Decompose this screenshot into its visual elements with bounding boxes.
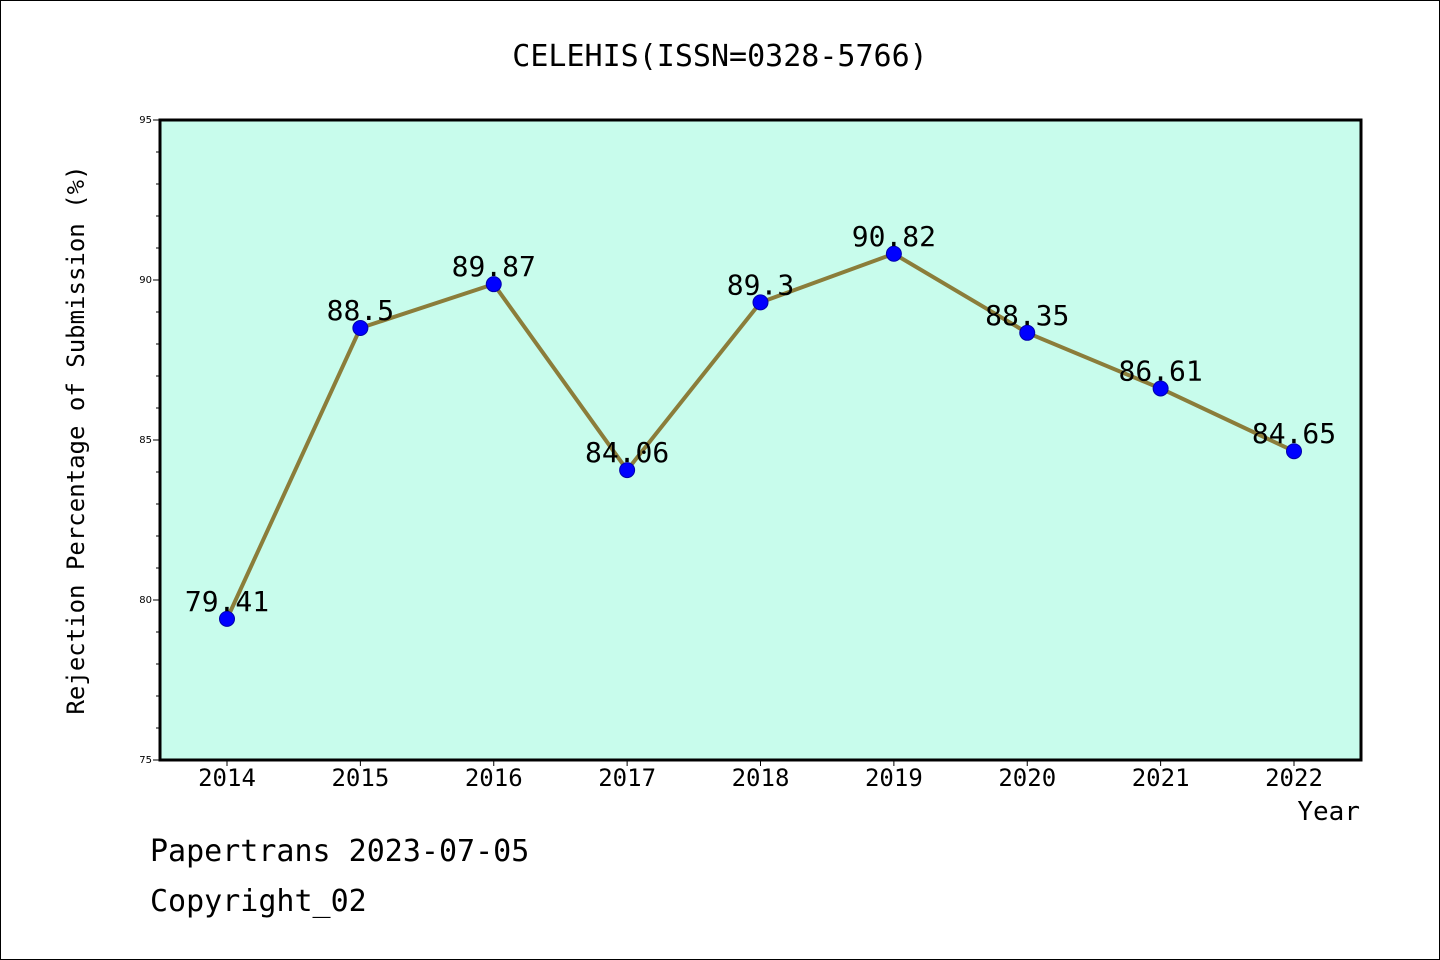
data-label: 84.65 [1252, 417, 1336, 450]
x-tick-label: 2014 [198, 764, 256, 792]
y-tick-label: 80 [139, 595, 152, 606]
y-axis-label: Rejection Percentage of Submission (%) [62, 165, 90, 714]
x-tick-label: 2021 [1132, 764, 1190, 792]
x-tick-label: 2018 [732, 764, 790, 792]
data-label: 79.41 [185, 585, 269, 618]
data-label: 90.82 [852, 220, 936, 253]
x-axis-ticks: 2014 2015 2016 2017 2018 2019 2020 2021 2022 [198, 760, 1323, 792]
x-tick-label: 2015 [331, 764, 389, 792]
x-tick-label: 2020 [998, 764, 1056, 792]
y-tick-label: 75 [139, 755, 152, 766]
data-label: 86.61 [1118, 354, 1202, 387]
data-point [1286, 443, 1302, 460]
data-label: 84.06 [585, 436, 669, 469]
x-axis-label: Year [1297, 797, 1360, 827]
data-labels: 79.41 88.5 89.87 84.06 89.3 90.82 88.35 86.61 84… [185, 220, 1336, 618]
data-point [352, 320, 369, 336]
y-tick-label: 85 [139, 435, 152, 446]
x-tick-label: 2019 [865, 764, 923, 792]
chart-title: CELEHIS(ISSN=0328-5766) [512, 39, 927, 74]
x-tick-label: 2022 [1265, 764, 1323, 792]
x-tick-label: 2016 [465, 764, 523, 792]
data-point [885, 245, 902, 262]
x-tick-label: 2017 [598, 764, 656, 792]
data-point [752, 294, 769, 311]
data-point [485, 276, 502, 293]
data-label: 88.5 [327, 294, 394, 327]
source-credit: Papertrans 2023-07-05 [150, 834, 530, 869]
y-tick-label: 90 [139, 275, 152, 286]
data-label: 88.35 [985, 299, 1069, 332]
y-axis-ticks: 75 80 85 90 95 [139, 115, 160, 766]
data-point [619, 462, 636, 479]
data-markers [219, 245, 1302, 627]
data-point [219, 610, 235, 627]
copyright-text: Copyright_02 [150, 884, 367, 919]
data-point [1019, 324, 1036, 341]
data-label: 89.3 [727, 268, 794, 301]
y-tick-label: 95 [139, 115, 152, 126]
plot-area [158, 118, 1363, 762]
data-point [1152, 380, 1169, 397]
data-label: 89.87 [452, 250, 536, 283]
